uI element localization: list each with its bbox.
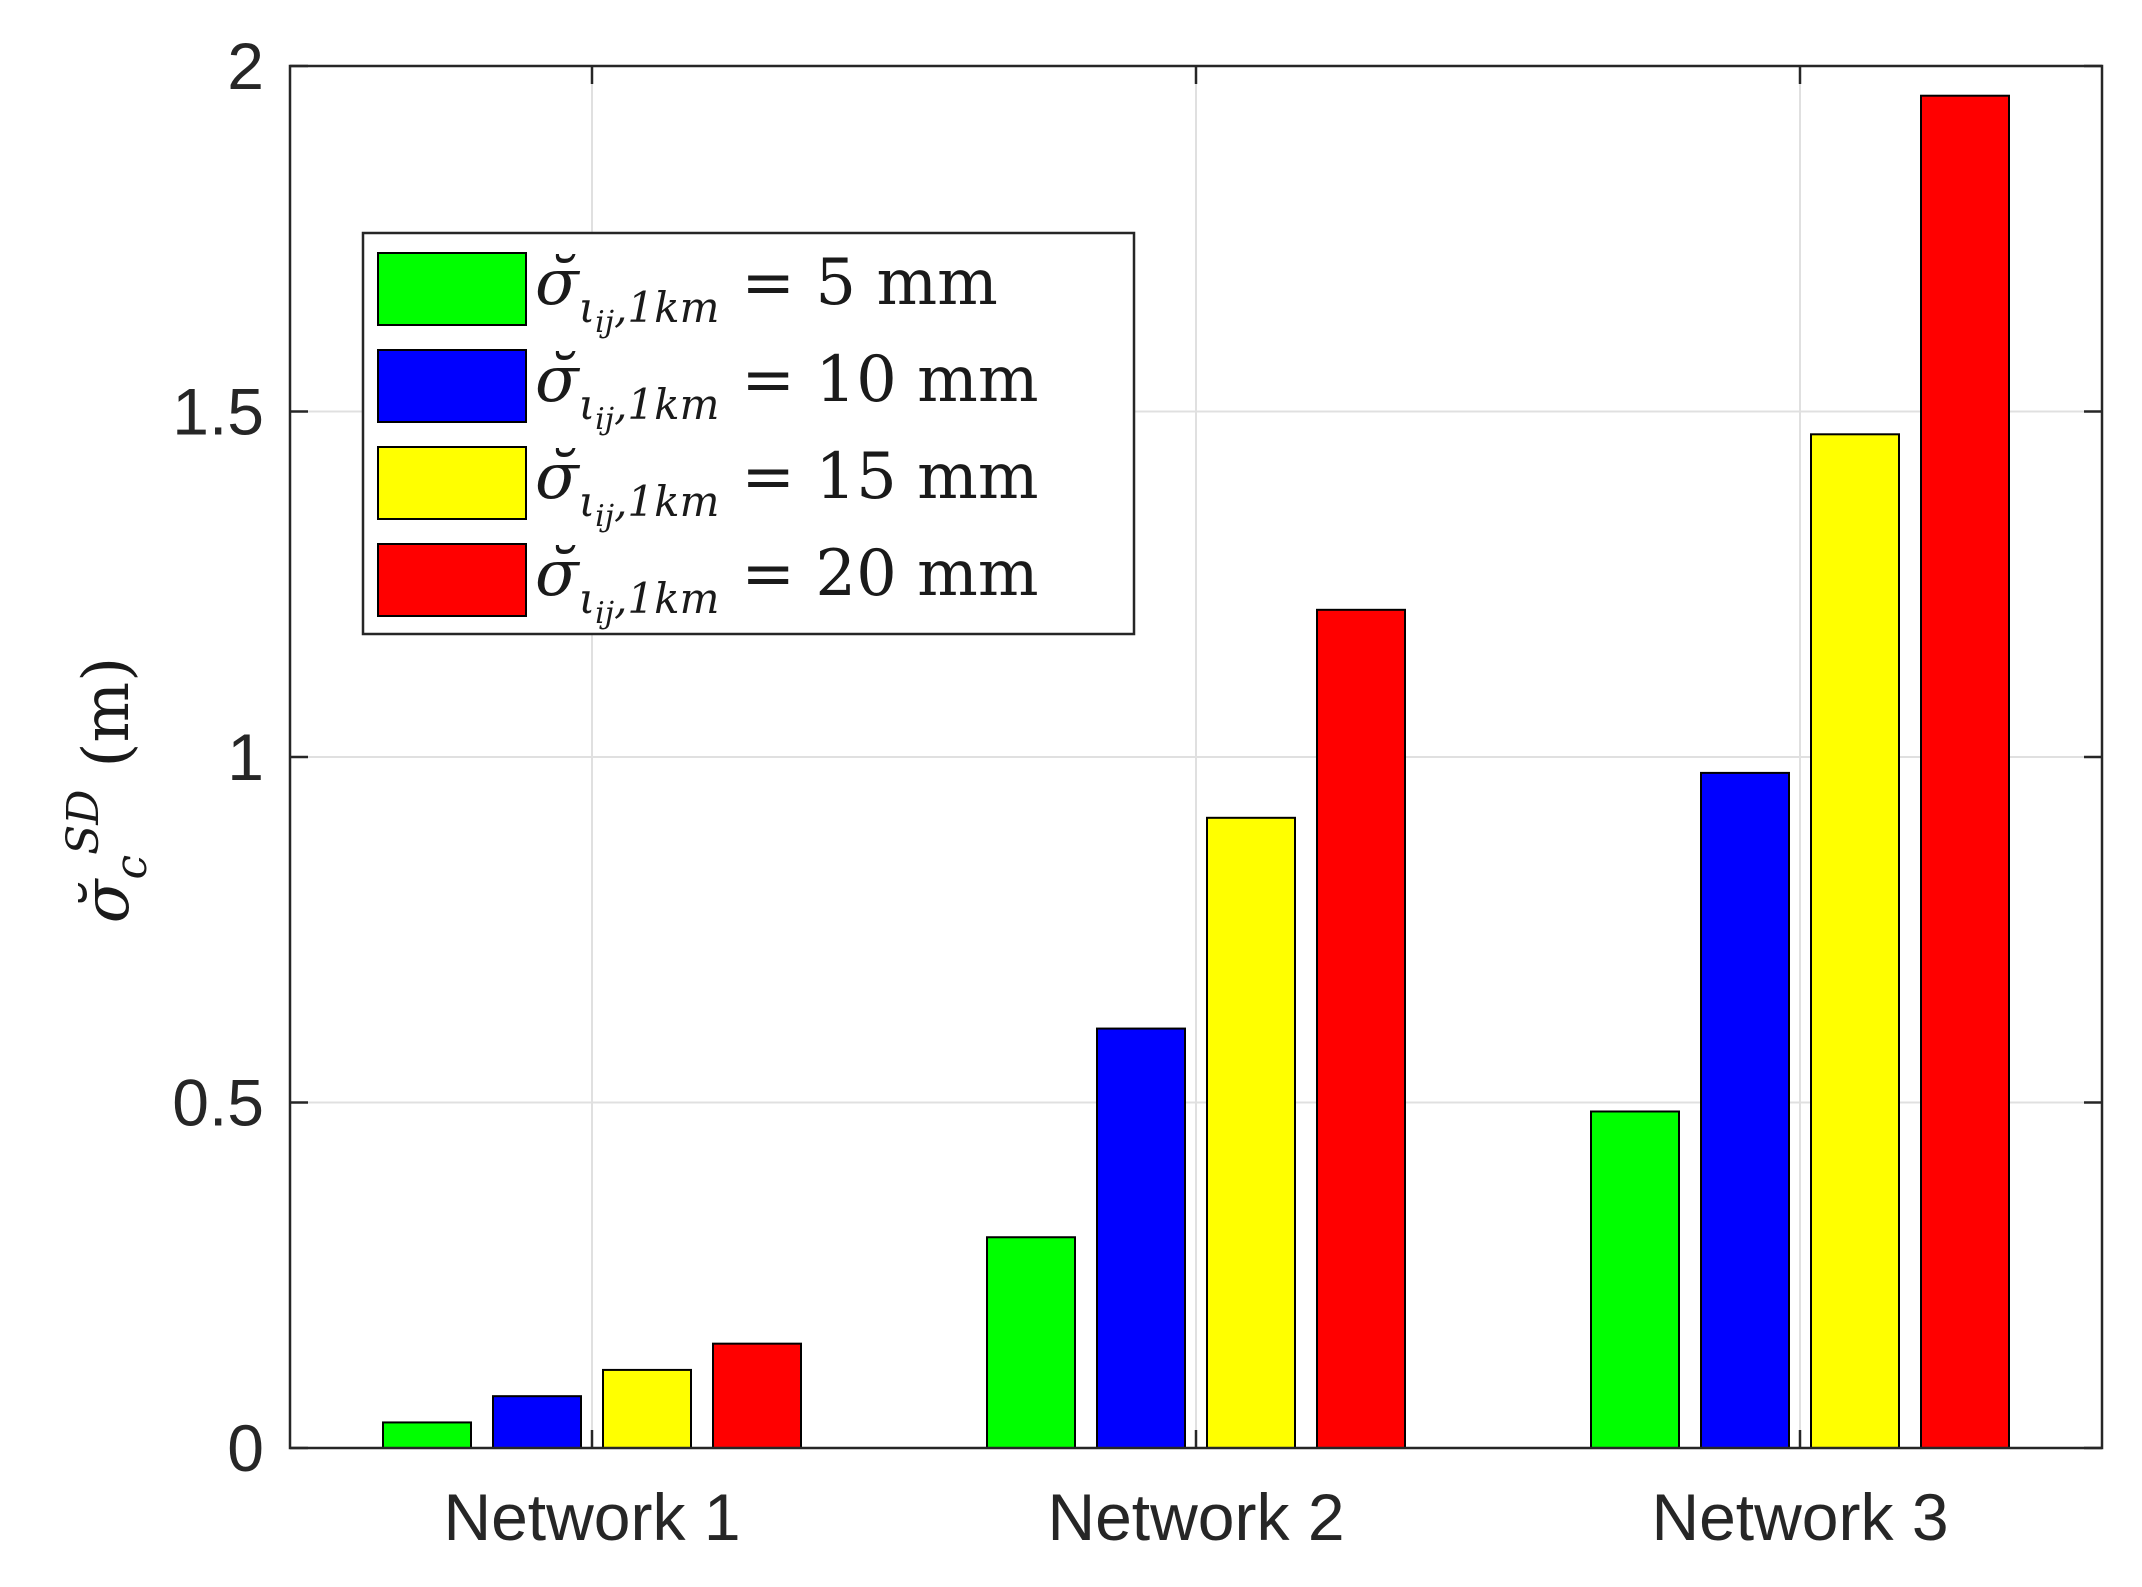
legend-subscript: ι [579, 283, 595, 332]
legend-equation: = 20 mm [741, 537, 1038, 611]
legend-subscript-rest: ,1km [614, 380, 719, 429]
legend-entry: σ̆ιij,1km = 5 mm [377, 246, 998, 340]
legend-subscript: ι [579, 477, 595, 526]
legend-symbol: σ̆ [535, 246, 581, 320]
legend-entry: σ̆ιij,1km = 10 mm [377, 343, 1039, 437]
legend-equation: = 15 mm [741, 440, 1038, 514]
legend-equation: = 10 mm [741, 343, 1038, 417]
legend-swatch [377, 252, 527, 326]
legend-equation: = 5 mm [741, 246, 997, 320]
legend-subscript-rest: ,1km [614, 574, 719, 623]
y-axis-label-subscript: c [106, 855, 157, 880]
legend-subscript: ι [579, 380, 595, 429]
bar [602, 1368, 692, 1449]
legend-symbol: σ̆ [535, 343, 581, 417]
legend-subscript-index: ij [595, 402, 614, 437]
svg-text:σ̆cSD(m): σ̆cSD (m) [58, 657, 157, 923]
y-axis-label-superscript: SD [58, 789, 109, 854]
bar [1096, 1027, 1186, 1449]
axes [288, 64, 2104, 1450]
svg-text:σ̆ιij,1km= 20 mm: σ̆ιij,1km = 20 mm [535, 537, 1039, 631]
bar [382, 1421, 472, 1449]
legend-subscript-index: ij [595, 305, 614, 340]
legend-symbol: σ̆ [535, 440, 581, 514]
svg-text:σ̆ιij,1km= 5 mm: σ̆ιij,1km = 5 mm [535, 246, 998, 340]
y-tick-label: 1 [227, 720, 264, 794]
bar [1810, 433, 1900, 1450]
legend-swatch [377, 543, 527, 617]
x-tick-label: Network 2 [1047, 1480, 1344, 1554]
y-tick-label: 2 [227, 29, 264, 103]
y-tick-label: 0 [227, 1411, 264, 1485]
legend-entry: σ̆ιij,1km = 20 mm [377, 537, 1039, 631]
bar [1590, 1110, 1680, 1450]
y-axis-label-unit: (m) [70, 657, 144, 768]
y-axis-label: σ̆cSD (m) [58, 657, 157, 923]
y-tick-labels: 0 0.5 1 1.5 2 [172, 29, 264, 1485]
bar [712, 1342, 802, 1450]
legend-subscript-rest: ,1km [614, 283, 719, 332]
y-axis-label-symbol: σ̆ [70, 877, 144, 923]
bar [986, 1236, 1076, 1449]
bar [1920, 94, 2010, 1449]
legend-symbol: σ̆ [535, 537, 581, 611]
legend-subscript-index: ij [595, 499, 614, 534]
bars [382, 94, 2010, 1450]
svg-text:σ̆ιij,1km= 10 mm: σ̆ιij,1km = 10 mm [535, 343, 1039, 437]
legend-entry: σ̆ιij,1km = 15 mm [377, 440, 1039, 534]
y-tick-label: 1.5 [172, 375, 264, 449]
x-tick-labels: Network 1 Network 2 Network 3 [443, 1480, 1948, 1554]
legend-swatch [377, 446, 527, 520]
legend-subscript-index: ij [595, 596, 614, 631]
legend: σ̆ιij,1km = 5 mm σ̆ιij,1km = 10 mm σ̆ιij,1… [361, 231, 1136, 636]
x-tick-label: Network 1 [443, 1480, 740, 1554]
y-tick-label: 0.5 [172, 1066, 264, 1140]
svg-text:σ̆ιij,1km= 15 mm: σ̆ιij,1km = 15 mm [535, 440, 1039, 534]
legend-subscript-rest: ,1km [614, 477, 719, 526]
x-tick-label: Network 3 [1651, 1480, 1948, 1554]
bar [492, 1395, 582, 1450]
bar [1700, 771, 1790, 1449]
bar [1206, 816, 1296, 1449]
bar [1316, 608, 1406, 1449]
legend-swatch [377, 349, 527, 423]
legend-subscript: ι [579, 574, 595, 623]
